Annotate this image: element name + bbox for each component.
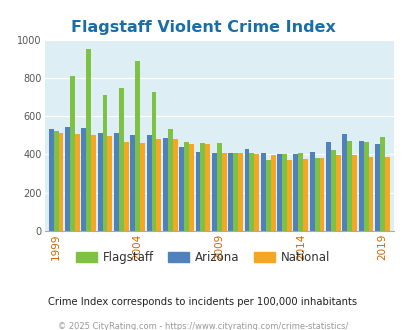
Bar bbox=[325, 142, 330, 231]
Bar bbox=[75, 134, 79, 231]
Bar bbox=[260, 153, 265, 231]
Bar bbox=[379, 137, 384, 231]
Bar bbox=[330, 150, 335, 231]
Text: © 2025 CityRating.com - https://www.cityrating.com/crime-statistics/: © 2025 CityRating.com - https://www.city… bbox=[58, 322, 347, 330]
Bar bbox=[286, 160, 291, 231]
Bar bbox=[184, 142, 189, 231]
Bar bbox=[124, 142, 128, 231]
Bar bbox=[232, 153, 237, 231]
Bar bbox=[179, 147, 184, 231]
Bar bbox=[65, 127, 70, 231]
Bar bbox=[195, 151, 200, 231]
Bar bbox=[146, 135, 151, 231]
Legend: Flagstaff, Arizona, National: Flagstaff, Arizona, National bbox=[71, 246, 334, 269]
Bar bbox=[309, 151, 314, 231]
Bar bbox=[200, 143, 205, 231]
Bar bbox=[107, 136, 112, 231]
Bar bbox=[281, 154, 286, 231]
Bar bbox=[81, 128, 86, 231]
Bar bbox=[335, 155, 340, 231]
Bar bbox=[314, 158, 319, 231]
Bar bbox=[293, 154, 298, 231]
Bar bbox=[70, 76, 75, 231]
Bar bbox=[303, 159, 307, 231]
Bar bbox=[244, 149, 249, 231]
Bar bbox=[49, 129, 53, 231]
Bar bbox=[130, 135, 135, 231]
Bar bbox=[249, 153, 254, 231]
Bar bbox=[172, 139, 177, 231]
Bar bbox=[237, 153, 242, 231]
Bar bbox=[270, 155, 275, 231]
Bar bbox=[228, 153, 232, 231]
Bar bbox=[374, 144, 379, 231]
Bar bbox=[221, 152, 226, 231]
Bar bbox=[98, 133, 102, 231]
Bar bbox=[254, 154, 258, 231]
Bar bbox=[216, 143, 221, 231]
Bar bbox=[53, 131, 58, 231]
Bar bbox=[58, 133, 63, 231]
Bar bbox=[167, 129, 172, 231]
Bar bbox=[114, 133, 119, 231]
Bar bbox=[189, 144, 194, 231]
Bar bbox=[135, 61, 140, 231]
Bar bbox=[205, 144, 210, 231]
Bar bbox=[384, 157, 389, 231]
Bar bbox=[363, 142, 368, 231]
Text: Crime Index corresponds to incidents per 100,000 inhabitants: Crime Index corresponds to incidents per… bbox=[48, 297, 357, 307]
Bar bbox=[346, 141, 352, 231]
Bar bbox=[151, 92, 156, 231]
Bar bbox=[140, 143, 145, 231]
Bar bbox=[91, 135, 96, 231]
Bar bbox=[341, 134, 346, 231]
Text: Flagstaff Violent Crime Index: Flagstaff Violent Crime Index bbox=[70, 20, 335, 35]
Bar bbox=[277, 154, 281, 231]
Bar bbox=[368, 157, 373, 231]
Bar bbox=[119, 88, 124, 231]
Bar bbox=[319, 158, 324, 231]
Bar bbox=[352, 155, 356, 231]
Bar bbox=[86, 49, 91, 231]
Bar bbox=[162, 138, 167, 231]
Bar bbox=[358, 141, 363, 231]
Bar bbox=[265, 160, 270, 231]
Bar bbox=[211, 152, 216, 231]
Bar bbox=[156, 139, 161, 231]
Bar bbox=[102, 95, 107, 231]
Bar bbox=[298, 152, 303, 231]
